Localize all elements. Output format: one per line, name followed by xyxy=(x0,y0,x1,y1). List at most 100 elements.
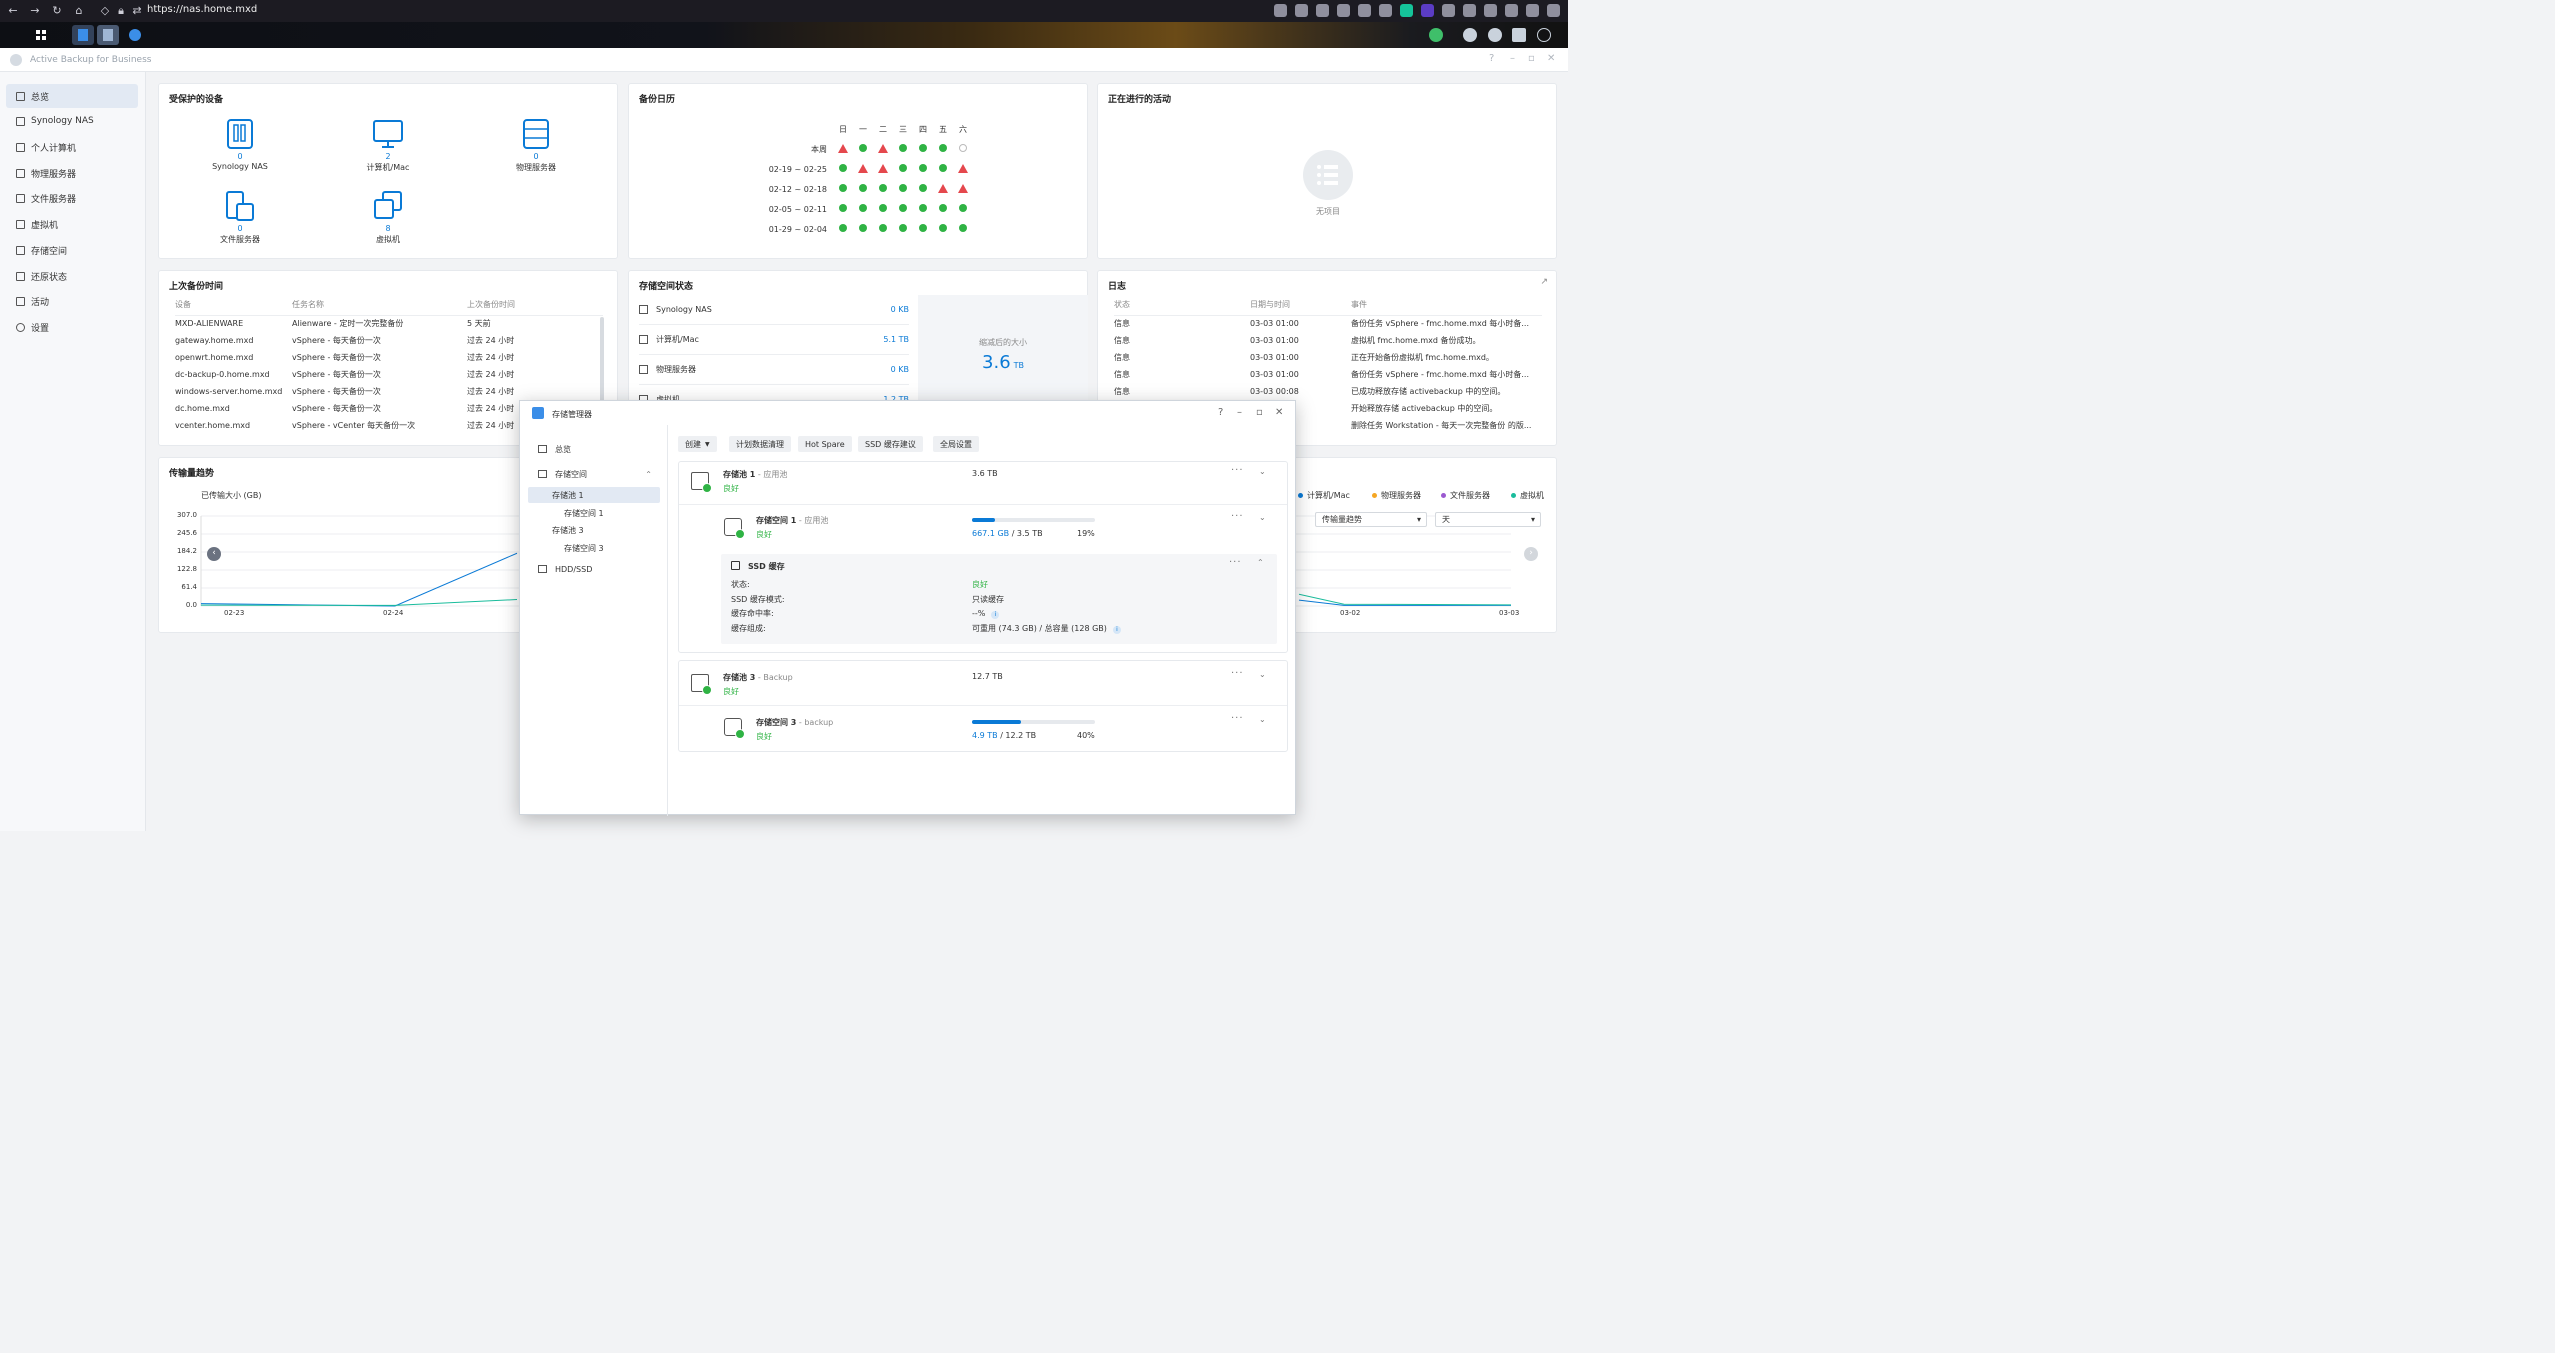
chevron-up-icon[interactable]: ⌃ xyxy=(645,469,652,479)
extension-icon[interactable] xyxy=(1316,4,1329,17)
calendar-cell[interactable] xyxy=(913,219,933,239)
calendar-cell[interactable] xyxy=(893,159,913,179)
extension-icon[interactable] xyxy=(1421,4,1434,17)
calendar-cell[interactable] xyxy=(873,199,893,219)
sm-nav-pool1[interactable]: 存储池 1 xyxy=(528,487,660,503)
sm-nav-pool3[interactable]: 存储池 3 xyxy=(528,522,660,538)
calendar-cell[interactable] xyxy=(953,199,973,219)
table-row[interactable]: windows-server.home.mxd vSphere - 每天备份一次 过… xyxy=(175,383,603,400)
chevron-up-icon[interactable]: ⌃ xyxy=(1257,558,1264,567)
widgets-icon[interactable] xyxy=(1512,28,1526,42)
calendar-cell[interactable] xyxy=(953,139,973,159)
sm-nav-volume3[interactable]: 存储空间 3 xyxy=(528,540,660,556)
table-row[interactable]: dc.home.mxd vSphere - 每天备份一次 过去 24 小时 xyxy=(175,400,603,417)
minimize-icon[interactable]: – xyxy=(1237,407,1242,418)
calendar-cell[interactable] xyxy=(893,219,913,239)
sidebar-item-file-server[interactable]: 文件服务器 xyxy=(6,186,138,210)
device-file-server[interactable]: 0 文件服务器 xyxy=(180,190,300,245)
sidebar-item-physical-server[interactable]: 物理服务器 xyxy=(6,161,138,185)
sidebar-item-pc[interactable]: 个人计算机 xyxy=(6,135,138,159)
search-icon[interactable] xyxy=(1537,28,1551,42)
calendar-cell[interactable] xyxy=(833,139,853,159)
menu-icon[interactable] xyxy=(1547,4,1560,17)
notifications-icon[interactable] xyxy=(1463,28,1477,42)
storage-manager-taskbar-icon[interactable] xyxy=(97,25,119,45)
table-row[interactable]: vcenter.home.mxd vSphere - vCenter 每天备份一次… xyxy=(175,417,603,434)
user-icon[interactable] xyxy=(1488,28,1502,42)
grid-icon[interactable] xyxy=(1274,4,1287,17)
sidebar-item-settings[interactable]: 设置 xyxy=(6,315,138,339)
calendar-cell[interactable] xyxy=(893,139,913,159)
calendar-cell[interactable] xyxy=(913,179,933,199)
global-settings-button[interactable]: 全局设置 xyxy=(933,436,979,452)
sm-nav-volume1[interactable]: 存储空间 1 xyxy=(528,505,660,521)
calendar-cell[interactable] xyxy=(833,219,853,239)
chart-type-select[interactable]: 传输量趋势 xyxy=(1315,512,1427,527)
calendar-cell[interactable] xyxy=(873,139,893,159)
maximize-icon[interactable]: ▫ xyxy=(1256,407,1263,418)
chevron-down-icon[interactable]: ⌄ xyxy=(1259,467,1266,476)
calendar-cell[interactable] xyxy=(893,179,913,199)
external-link-icon[interactable]: ↗ xyxy=(1540,277,1548,287)
calendar-cell[interactable] xyxy=(953,219,973,239)
calendar-cell[interactable] xyxy=(913,199,933,219)
info-icon[interactable]: i xyxy=(991,611,1000,619)
sidebar-item-restore-status[interactable]: 还原状态 xyxy=(6,264,138,288)
sidebar-item-vm[interactable]: 虚拟机 xyxy=(6,212,138,236)
calendar-cell[interactable] xyxy=(873,219,893,239)
scrollbar[interactable] xyxy=(600,317,604,437)
sm-nav-hdd-ssd[interactable]: HDD/SSD xyxy=(528,561,660,577)
extension-icon[interactable] xyxy=(1526,4,1539,17)
calendar-cell[interactable] xyxy=(853,219,873,239)
table-row[interactable]: 信息 03-03 01:00 备份任务 vSphere - fmc.home.mxd… xyxy=(1114,315,1542,332)
chevron-down-icon[interactable]: ⌄ xyxy=(1259,715,1266,724)
data-scrubbing-button[interactable]: 计划数据清理 xyxy=(729,436,791,452)
device-synology-nas[interactable]: 0 Synology NAS xyxy=(180,118,300,171)
storage-row[interactable]: 计算机/Mac 5.1 TB xyxy=(639,325,909,355)
extension-icon[interactable] xyxy=(1442,4,1455,17)
permissions-icon[interactable]: ⇄ xyxy=(132,4,142,17)
calendar-cell[interactable] xyxy=(893,199,913,219)
time-range-select[interactable]: 天 xyxy=(1435,512,1541,527)
home-icon[interactable]: ⌂ xyxy=(75,4,83,17)
storage-row[interactable]: Synology NAS 0 KB xyxy=(639,295,909,325)
forward-icon[interactable]: → xyxy=(30,4,40,17)
restore-icon[interactable]: ▫ xyxy=(1528,53,1535,64)
table-row[interactable]: gateway.home.mxd vSphere - 每天备份一次 过去 24 小时 xyxy=(175,332,603,349)
calendar-cell[interactable] xyxy=(853,139,873,159)
help-icon[interactable]: ? xyxy=(1489,53,1495,64)
table-row[interactable]: 信息 03-03 00:08 已成功释放存储 activebackup 中的空间。 xyxy=(1114,383,1542,400)
address-bar[interactable]: https://nas.home.mxd xyxy=(147,4,258,15)
chevron-left-icon[interactable]: ‹ xyxy=(207,547,221,561)
sidebar-item-storage[interactable]: 存储空间 xyxy=(6,238,138,262)
sm-nav-storage[interactable]: 存储空间 ⌃ xyxy=(528,466,660,482)
reload-icon[interactable]: ↻ xyxy=(52,4,62,17)
calendar-cell[interactable] xyxy=(853,179,873,199)
more-icon[interactable]: ··· xyxy=(1231,465,1244,476)
calendar-cell[interactable] xyxy=(873,159,893,179)
hot-spare-button[interactable]: Hot Spare xyxy=(798,436,852,452)
table-row[interactable]: MXD-ALIENWARE Alienware - 定时一次完整备份 5 天前 xyxy=(175,315,603,332)
calendar-cell[interactable] xyxy=(933,199,953,219)
active-backup-taskbar-icon[interactable] xyxy=(72,25,94,45)
shield-icon[interactable]: ◇ xyxy=(100,4,110,17)
download-icon[interactable] xyxy=(1337,4,1350,17)
calendar-cell[interactable] xyxy=(913,159,933,179)
security-advisor-taskbar-icon[interactable] xyxy=(124,25,146,45)
calendar-cell[interactable] xyxy=(873,179,893,199)
sidebar-item-overview[interactable]: 总览 xyxy=(6,84,138,108)
calendar-cell[interactable] xyxy=(853,199,873,219)
chevron-down-icon[interactable]: ⌄ xyxy=(1259,513,1266,522)
close-icon[interactable]: ✕ xyxy=(1547,53,1556,64)
calendar-cell[interactable] xyxy=(833,159,853,179)
info-icon[interactable]: i xyxy=(1112,625,1121,634)
back-icon[interactable]: ← xyxy=(8,4,18,17)
calendar-cell[interactable] xyxy=(933,159,953,179)
table-row[interactable]: openwrt.home.mxd vSphere - 每天备份一次 过去 24 小时 xyxy=(175,349,603,366)
calendar-cell[interactable] xyxy=(933,219,953,239)
chevron-down-icon[interactable]: ⌄ xyxy=(1259,670,1266,679)
table-row[interactable]: 信息 03-03 01:00 正在开始备份虚拟机 fmc.home.mxd。 xyxy=(1114,349,1542,366)
ssd-cache-advisor-button[interactable]: SSD 缓存建议 xyxy=(858,436,923,452)
storage-row[interactable]: 物理服务器 0 KB xyxy=(639,355,909,385)
table-row[interactable]: 信息 03-03 01:00 备份任务 vSphere - fmc.home.mxd… xyxy=(1114,366,1542,383)
